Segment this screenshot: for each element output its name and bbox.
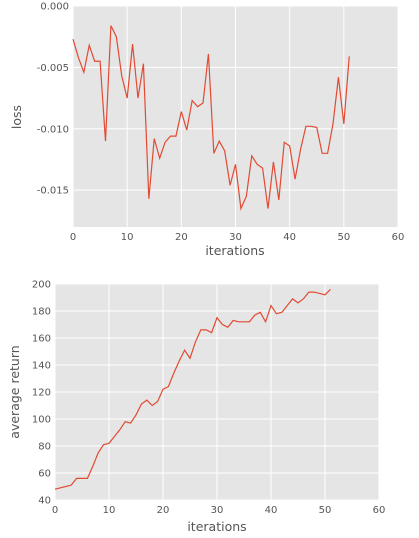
loss-chart: 0 10 20 30 40 50 60 0.000 -0.005 -0.010 -0.015 it… — [9, 2, 404, 259]
x-tick-label: 20 — [157, 505, 170, 516]
y-tick-labels: 0.000 -0.005 -0.010 -0.015 — [37, 2, 69, 197]
grid-y — [73, 5, 398, 191]
y-tick-label: 160 — [32, 334, 51, 345]
x-tick-label: 50 — [337, 232, 350, 243]
y-tick-label: 200 — [32, 280, 51, 291]
x-tick-labels: 0 10 20 30 40 50 60 — [52, 505, 386, 516]
y-tick-labels: 40 60 80 100 120 140 160 180 200 — [32, 280, 51, 507]
x-tick-label: 20 — [175, 232, 188, 243]
y-tick-label: 120 — [32, 388, 51, 399]
x-tick-label: 10 — [121, 232, 134, 243]
x-tick-label: 50 — [319, 505, 332, 516]
x-tick-label: 60 — [392, 232, 405, 243]
x-tick-label: 30 — [229, 232, 242, 243]
x-tick-label: 10 — [103, 505, 116, 516]
x-axis-label: iterations — [187, 519, 246, 534]
y-tick-label: 180 — [32, 307, 51, 318]
x-tick-label: 0 — [70, 232, 76, 243]
y-tick-label: -0.010 — [37, 124, 69, 135]
x-tick-label: 30 — [211, 505, 224, 516]
x-tick-label: 0 — [52, 505, 58, 516]
y-axis-label: loss — [9, 105, 24, 129]
average-return-line — [54, 288, 331, 490]
loss-line — [72, 25, 350, 211]
y-axis-label: average return — [7, 345, 22, 438]
y-tick-label: 80 — [38, 442, 51, 453]
y-tick-label: 140 — [32, 361, 51, 372]
x-tick-label: 60 — [373, 505, 386, 516]
x-tick-label: 40 — [265, 505, 278, 516]
y-tick-label: 60 — [38, 469, 51, 480]
y-tick-label: 100 — [32, 415, 51, 426]
x-tick-label: 40 — [283, 232, 296, 243]
y-tick-label: -0.005 — [37, 63, 69, 74]
grid-y — [55, 283, 379, 501]
average-return-chart: 0 10 20 30 40 50 60 40 60 80 100 120 140 160 180 200 i… — [7, 280, 385, 535]
y-tick-label: -0.015 — [37, 186, 69, 197]
y-tick-label: 0.000 — [40, 2, 69, 13]
y-tick-label: 40 — [38, 496, 51, 507]
x-axis-label: iterations — [205, 243, 264, 258]
x-tick-labels: 0 10 20 30 40 50 60 — [70, 232, 405, 243]
